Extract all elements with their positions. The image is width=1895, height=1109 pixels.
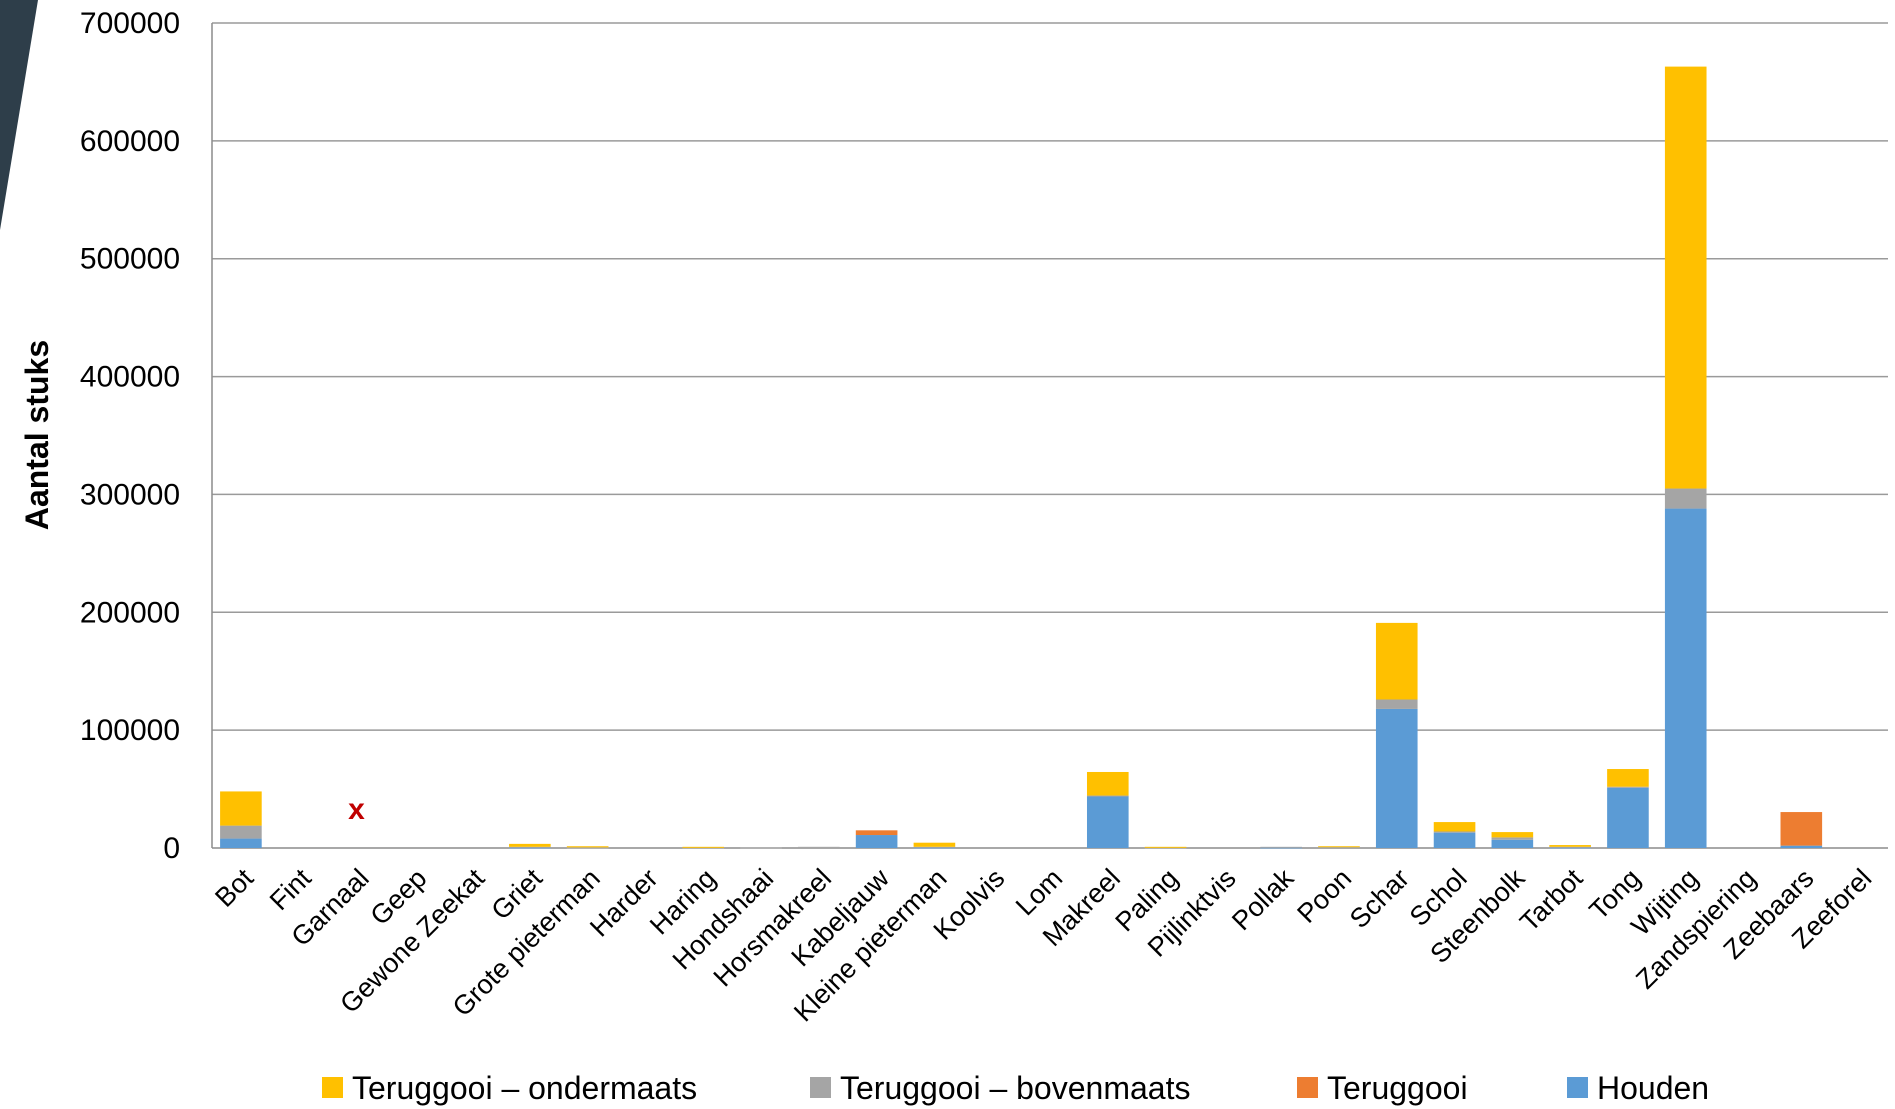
- x-tick-label: Poon: [1291, 863, 1357, 929]
- annotation-mark: x: [348, 793, 365, 826]
- bar-segment: [1318, 846, 1360, 848]
- y-tick-label: 700000: [80, 7, 180, 40]
- y-tick-label: 400000: [80, 361, 180, 394]
- bar-segment: [1491, 837, 1534, 840]
- bar-segment: [566, 846, 609, 848]
- y-tick-label: 200000: [80, 596, 180, 629]
- bar-segment: [220, 791, 262, 826]
- bar-segment: [1375, 622, 1418, 700]
- bar-segment: [1260, 846, 1302, 848]
- bar-segment: [1433, 822, 1476, 832]
- bar-segment: [220, 838, 262, 848]
- bar-segment: [1607, 786, 1649, 788]
- bar-segment: [913, 847, 956, 849]
- legend-entry: Teruggooi – bovenmaats: [810, 1070, 1190, 1106]
- legend-swatch: [1567, 1077, 1588, 1098]
- bar-segment: [682, 846, 725, 848]
- legend-label: Teruggooi – ondermaats: [352, 1070, 697, 1106]
- bar-segment: [1664, 488, 1707, 509]
- bar-segment: [220, 825, 262, 839]
- bar-segment: [913, 846, 956, 848]
- legend-label: Teruggooi: [1327, 1070, 1468, 1106]
- gridlines: [211, 22, 1888, 849]
- x-tick-label: Schar: [1344, 863, 1415, 934]
- bar-segment: [1607, 769, 1649, 787]
- legend-label: Teruggooi – bovenmaats: [840, 1070, 1190, 1106]
- bar-segment: [1375, 699, 1418, 709]
- bar-segment: [1549, 847, 1591, 849]
- bar-segment: [1260, 847, 1302, 849]
- y-axis-label: Aantal stuks: [19, 340, 55, 530]
- bar-segment: [1549, 845, 1591, 847]
- bar-segment: [740, 847, 782, 849]
- bar-segment: [1664, 508, 1707, 848]
- bar-segment: [1144, 847, 1187, 849]
- y-tick-label: 0: [163, 832, 180, 865]
- corner-decoration: [0, 0, 38, 230]
- y-tick-label: 300000: [80, 478, 180, 511]
- x-tick-label: Bot: [209, 863, 259, 913]
- bar-segment: [1491, 832, 1534, 838]
- bar-segment: [1491, 839, 1534, 848]
- bar-segment: [1086, 795, 1129, 797]
- bar-segment: [855, 830, 898, 836]
- bar-segment: [1780, 812, 1823, 846]
- bar-segment: [1318, 846, 1360, 848]
- bar-segment: [566, 847, 609, 849]
- legend-entry: Houden: [1567, 1070, 1709, 1106]
- bar-segment: [1607, 787, 1649, 848]
- bar-segment: [1375, 708, 1418, 848]
- bar-segment: [1433, 831, 1476, 833]
- bar-segment: [1144, 846, 1187, 848]
- bar-segment: [509, 847, 551, 849]
- bar-segment: [1433, 832, 1476, 848]
- legend: Teruggooi – ondermaats Teruggooi – bovenm…: [322, 1070, 1709, 1106]
- legend-entry: Teruggooi: [1297, 1070, 1468, 1106]
- bar-segment: [509, 846, 551, 848]
- legend-label: Houden: [1597, 1070, 1709, 1106]
- bars: [220, 66, 1823, 849]
- legend-entry: Teruggooi – ondermaats: [322, 1070, 697, 1106]
- legend-swatch: [1297, 1077, 1318, 1098]
- x-tick-label: Tarbot: [1514, 863, 1589, 938]
- bar-segment: [1086, 771, 1129, 796]
- bar-segment: [798, 846, 840, 848]
- bar-segment: [855, 835, 898, 848]
- y-tick-labels: 0 100000 200000 300000 400000 500000 600000 700…: [80, 7, 180, 865]
- bar-segment: [682, 847, 725, 849]
- y-tick-label: 600000: [80, 125, 180, 158]
- annotations: x: [348, 793, 365, 826]
- bar-segment: [1086, 796, 1129, 848]
- bar-segment: [1549, 846, 1591, 848]
- legend-swatch: [322, 1077, 343, 1098]
- bar-segment: [1780, 845, 1823, 848]
- bar-segment: [913, 842, 956, 847]
- legend-swatch: [810, 1077, 831, 1098]
- y-tick-label: 500000: [80, 243, 180, 276]
- bar-segment: [509, 843, 551, 847]
- y-tick-label: 100000: [80, 714, 180, 747]
- x-tick-label: Pollak: [1226, 863, 1300, 937]
- bar-segment: [1664, 66, 1707, 489]
